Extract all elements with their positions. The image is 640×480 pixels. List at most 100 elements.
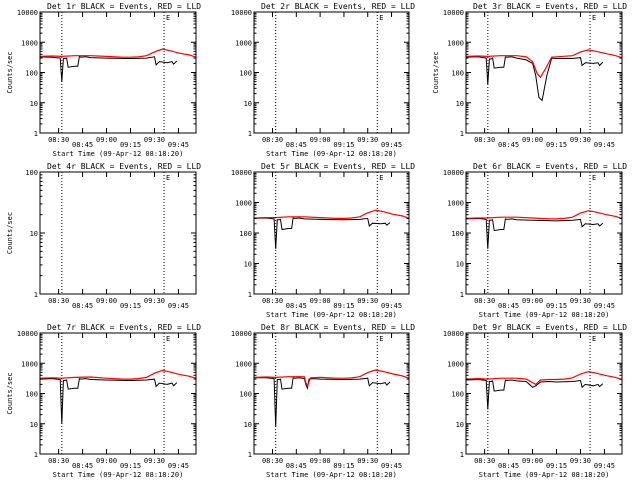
y-tick-label: 1 — [248, 130, 252, 138]
x-axis-label: Start Time (09-Apr-12 08:18:20) — [479, 311, 610, 319]
y-tick-label: 10000 — [17, 9, 38, 17]
x-tick-label: 09:45 — [594, 302, 615, 310]
flag-marker: E — [379, 174, 383, 182]
x-tick-label: 09:15 — [120, 141, 141, 149]
panel-title: Det 3r BLACK = Events, RED = LLD — [473, 2, 627, 11]
y-tick-label: 100 — [25, 391, 38, 399]
y-tick-label: 10 — [30, 100, 38, 108]
x-axis-label: Start Time (09-Apr-12 08:18:20) — [266, 311, 397, 319]
y-axis-label: Counts/sec — [6, 212, 14, 254]
y-tick-label: 1 — [460, 291, 464, 299]
panel-title: Det 9r BLACK = Events, RED = LLD — [473, 323, 627, 332]
y-tick-label: 10 — [456, 421, 464, 429]
y-tick-label: 10 — [30, 421, 38, 429]
x-tick-label: 08:30 — [262, 297, 283, 305]
y-tick-label: 100 — [25, 169, 38, 177]
y-tick-label: 1 — [460, 451, 464, 459]
plot-frame — [465, 171, 623, 295]
x-tick-label: 08:45 — [72, 462, 93, 470]
lld-series-line — [254, 209, 409, 219]
x-tick-label: 09:45 — [381, 302, 402, 310]
x-tick-label: 09:00 — [96, 457, 117, 465]
x-axis-label: Start Time (09-Apr-12 08:18:20) — [266, 471, 397, 479]
x-tick-label: 09:15 — [333, 141, 354, 149]
y-tick-label: 1 — [460, 130, 464, 138]
x-tick-label: 09:45 — [168, 462, 189, 470]
x-tick-label: 09:45 — [594, 462, 615, 470]
y-tick-label: 100 — [451, 70, 464, 78]
x-tick-label: 08:30 — [474, 297, 495, 305]
plot-frame — [465, 11, 623, 134]
y-tick-label: 1000 — [447, 360, 464, 368]
y-tick-label: 10 — [30, 230, 38, 238]
y-tick-label: 1 — [248, 451, 252, 459]
flag-marker: E — [592, 335, 596, 343]
y-tick-label: 10000 — [231, 330, 252, 338]
y-tick-label: 1 — [34, 451, 38, 459]
x-tick-label: 08:45 — [286, 141, 307, 149]
plot-frame — [39, 171, 197, 295]
y-tick-label: 10 — [456, 100, 464, 108]
x-tick-label: 09:15 — [333, 302, 354, 310]
x-tick-label: 09:30 — [357, 457, 378, 465]
x-tick-label: 09:45 — [381, 462, 402, 470]
panel-title: Det 5r BLACK = Events, RED = LLD — [261, 162, 415, 171]
flag-marker: E — [592, 174, 596, 182]
y-tick-label: 1000 — [21, 360, 38, 368]
flag-marker: E — [166, 14, 170, 22]
y-axis-label: Counts/sec — [6, 372, 14, 414]
y-tick-label: 100 — [451, 391, 464, 399]
x-tick-label: 09:45 — [594, 141, 615, 149]
x-tick-label: 09:45 — [168, 141, 189, 149]
y-tick-label: 100 — [239, 70, 252, 78]
x-tick-label: 08:30 — [474, 457, 495, 465]
y-tick-label: 1000 — [235, 200, 252, 208]
y-tick-label: 10000 — [231, 169, 252, 177]
x-tick-label: 09:15 — [546, 302, 567, 310]
x-tick-label: 08:30 — [48, 297, 69, 305]
x-tick-label: 09:45 — [381, 141, 402, 149]
y-tick-label: 1000 — [21, 39, 38, 47]
y-tick-label: 100 — [239, 391, 252, 399]
x-tick-label: 09:30 — [357, 297, 378, 305]
x-tick-label: 09:15 — [333, 462, 354, 470]
panel-det-9: Det 9r BLACK = Events, RED = LLD E 1 10 100 1… — [443, 323, 627, 479]
y-tick-label: 10000 — [443, 169, 464, 177]
x-tick-label: 08:45 — [72, 302, 93, 310]
x-tick-label: 09:00 — [310, 297, 331, 305]
y-tick-label: 10000 — [17, 330, 38, 338]
y-tick-label: 1 — [248, 291, 252, 299]
x-tick-label: 09:15 — [120, 302, 141, 310]
lld-series-line — [466, 49, 622, 79]
flag-marker: E — [379, 335, 383, 343]
x-tick-label: 09:30 — [570, 136, 591, 144]
x-tick-label: 09:00 — [310, 136, 331, 144]
x-tick-label: 08:30 — [48, 136, 69, 144]
lld-series-line — [40, 369, 196, 380]
x-tick-label: 09:30 — [570, 457, 591, 465]
x-tick-label: 09:30 — [144, 457, 165, 465]
panel-title: Det 7r BLACK = Events, RED = LLD — [47, 323, 201, 332]
panel-det-6: Det 6r BLACK = Events, RED = LLD E 1 10 100 1… — [443, 162, 627, 319]
x-tick-label: 08:30 — [262, 136, 283, 144]
events-series-line — [466, 378, 604, 410]
panel-det-2: Det 2r BLACK = Events, RED = LLD E 1 10 100 1… — [231, 2, 415, 158]
x-tick-label: 08:45 — [286, 302, 307, 310]
y-tick-label: 10 — [244, 421, 252, 429]
flag-marker: E — [592, 14, 596, 22]
panel-det-4: Det 4r BLACK = Events, RED = LLD E 1 10 100 0… — [6, 162, 201, 310]
x-tick-label: 09:30 — [144, 136, 165, 144]
events-series-line — [254, 377, 391, 427]
x-tick-label: 09:30 — [144, 297, 165, 305]
panel-title: Det 2r BLACK = Events, RED = LLD — [261, 2, 415, 11]
events-series-line — [254, 217, 391, 249]
x-tick-label: 09:45 — [168, 302, 189, 310]
y-tick-label: 1 — [34, 291, 38, 299]
x-tick-label: 08:30 — [474, 136, 495, 144]
panel-det-3: Det 3r BLACK = Events, RED = LLD E 1 10 100 1… — [432, 2, 627, 149]
x-tick-label: 08:45 — [286, 462, 307, 470]
events-series-line — [40, 377, 178, 424]
panel-det-7: Det 7r BLACK = Events, RED = LLD E 1 10 100 1… — [6, 323, 201, 479]
flag-marker: E — [166, 335, 170, 343]
